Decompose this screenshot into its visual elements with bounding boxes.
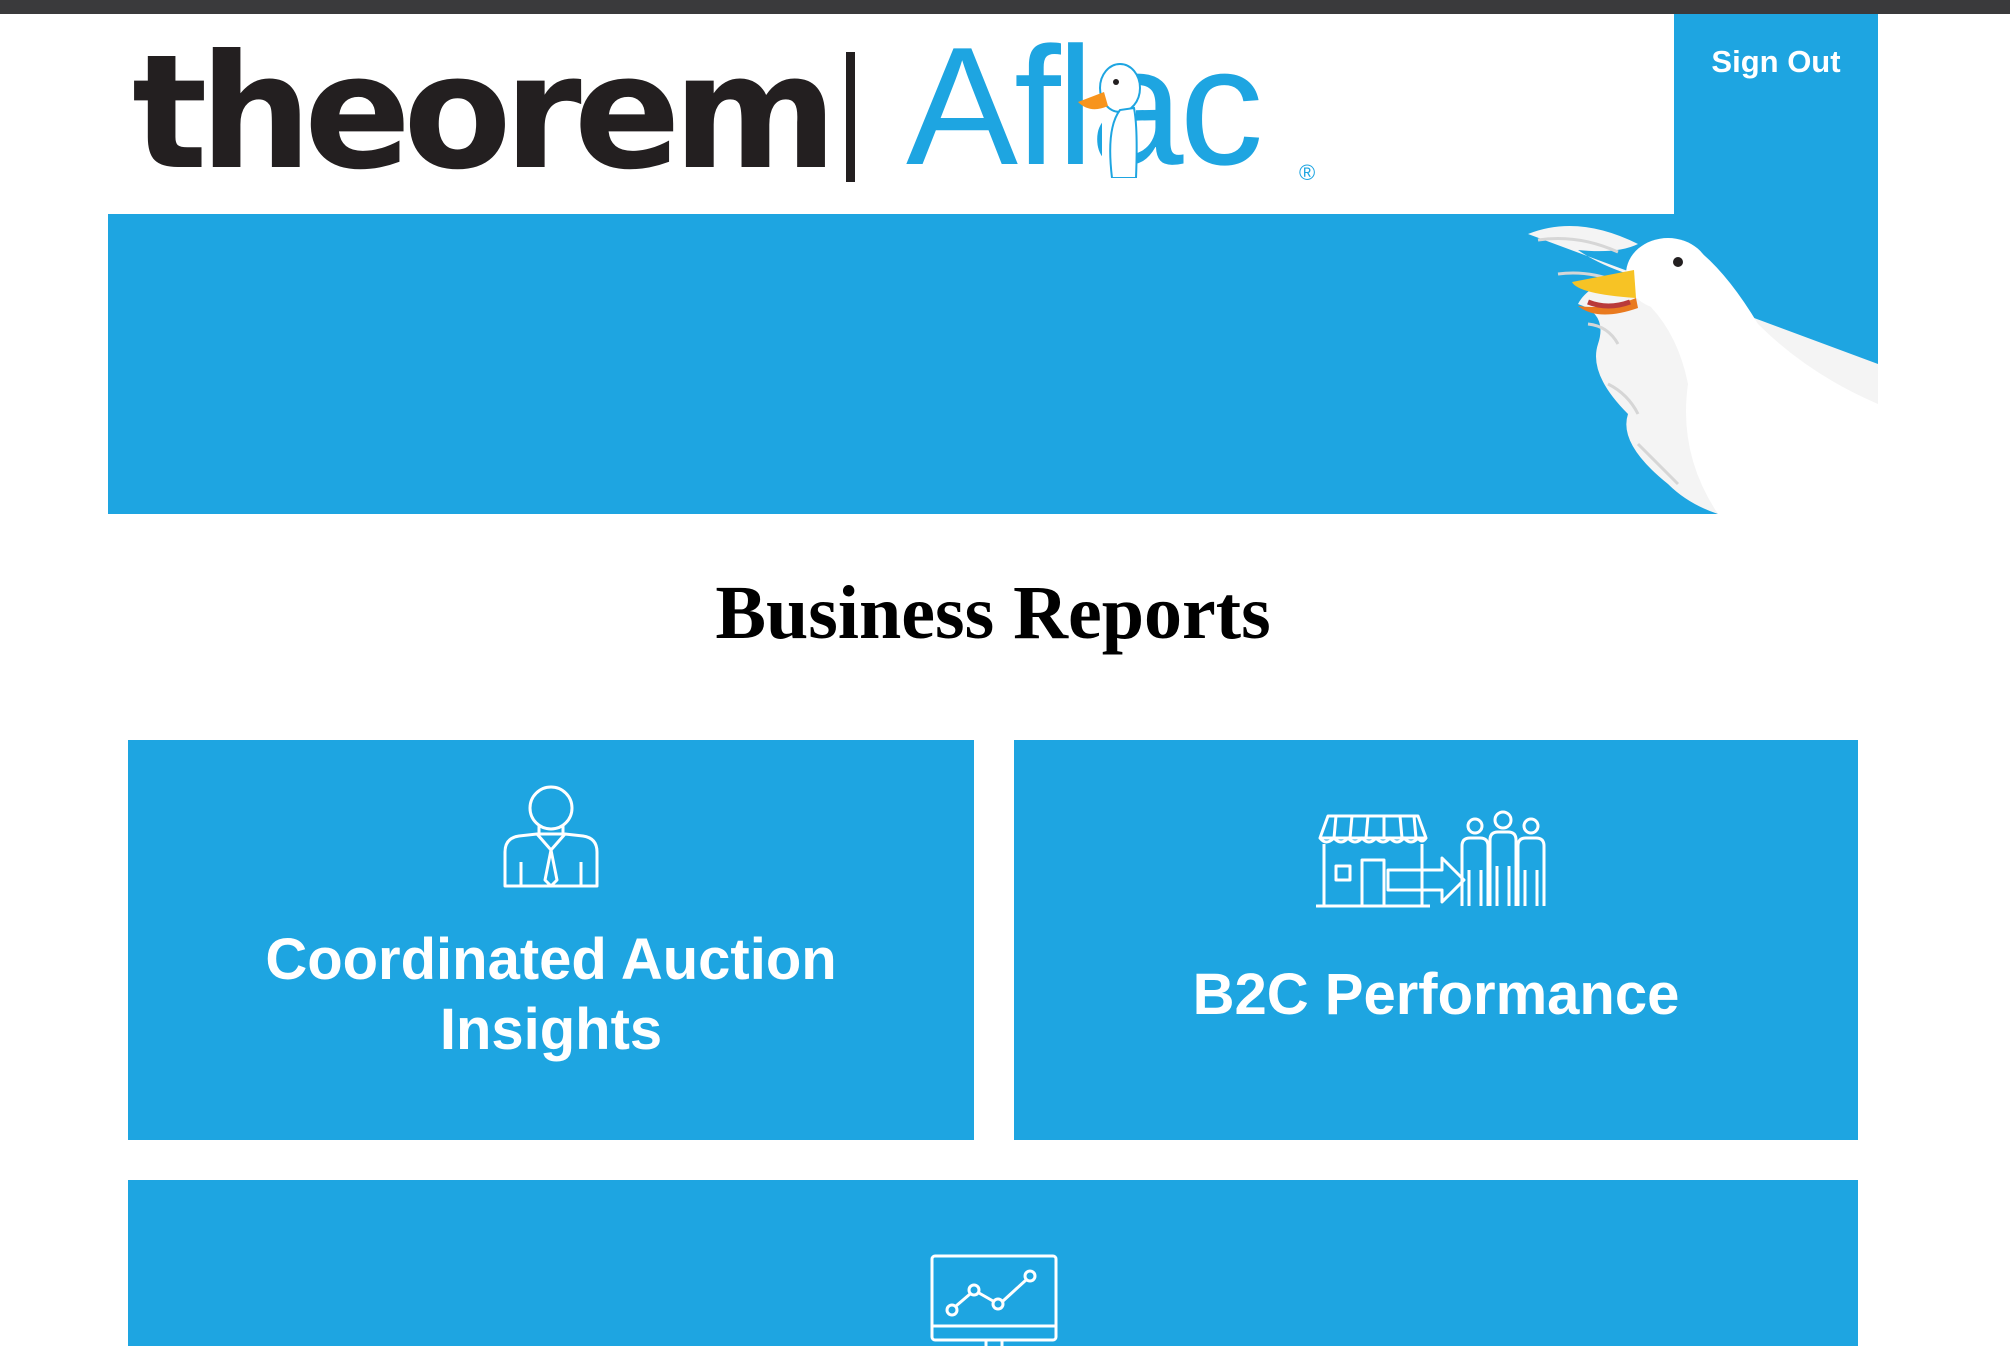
report-card-b2c-performance[interactable]: B2C Performance — [1014, 740, 1858, 1140]
sign-out-button[interactable]: Sign Out — [1711, 44, 1841, 79]
sign-out-panel: Sign Out — [1674, 14, 1878, 214]
businessperson-icon — [503, 785, 599, 888]
report-card-3[interactable] — [128, 1180, 1858, 1346]
aflac-duck-logo-icon — [1078, 63, 1141, 178]
browser-top-bar — [0, 0, 2010, 14]
card-label-line2: Insights — [439, 997, 663, 1062]
report-card-coordinated-auction-insights[interactable]: Coordinated Auction Insights — [128, 740, 974, 1140]
store-to-customers-icon — [1316, 810, 1546, 908]
line-chart-monitor-icon — [930, 1254, 1058, 1346]
page-title: Business Reports — [715, 571, 1271, 655]
aflac-duck-illustration — [1528, 226, 1878, 514]
logo-divider — [846, 52, 855, 182]
hero-banner — [108, 214, 1878, 514]
card-label: B2C Performance — [1192, 962, 1680, 1027]
card-label-line1: Coordinated Auction — [265, 927, 837, 992]
registered-mark: ® — [1299, 160, 1316, 185]
theorem-logo[interactable]: theorem — [132, 21, 837, 205]
site-header: theorem Aflac ® — [108, 14, 1674, 214]
card-label: Coordinated Auction Insights — [128, 925, 974, 1065]
